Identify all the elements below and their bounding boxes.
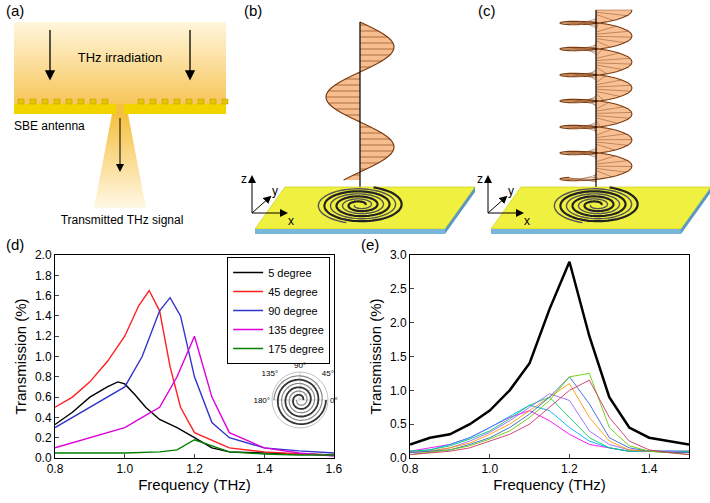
- svg-text:1.5: 1.5: [390, 350, 407, 364]
- svg-text:1.2: 1.2: [186, 462, 203, 476]
- svg-text:x: x: [524, 214, 530, 228]
- svg-text:x: x: [288, 214, 294, 228]
- svg-text:(c): (c): [478, 2, 496, 19]
- svg-text:(b): (b): [244, 2, 262, 19]
- svg-text:0.4: 0.4: [35, 411, 52, 425]
- svg-text:0.0: 0.0: [390, 451, 407, 465]
- svg-text:1.0: 1.0: [35, 350, 52, 364]
- svg-text:1.4: 1.4: [35, 309, 52, 323]
- svg-text:Frequency (THz): Frequency (THz): [493, 476, 606, 493]
- svg-text:1.2: 1.2: [561, 462, 578, 476]
- svg-text:1.8: 1.8: [35, 269, 52, 283]
- svg-text:0.0: 0.0: [35, 451, 52, 465]
- svg-text:1.2: 1.2: [35, 329, 52, 343]
- svg-text:Transmission (%): Transmission (%): [367, 298, 384, 414]
- svg-text:THz irradiation: THz irradiation: [78, 50, 163, 65]
- svg-text:45 degree: 45 degree: [268, 286, 318, 298]
- svg-text:2.5: 2.5: [390, 282, 407, 296]
- svg-text:175 degree: 175 degree: [268, 343, 324, 355]
- svg-text:90 degree: 90 degree: [268, 305, 318, 317]
- svg-text:1.0: 1.0: [390, 384, 407, 398]
- svg-text:(a): (a): [6, 2, 24, 19]
- svg-text:45°: 45°: [322, 369, 334, 378]
- svg-text:135°: 135°: [262, 369, 279, 378]
- svg-text:1.6: 1.6: [326, 462, 343, 476]
- svg-text:135 degree: 135 degree: [268, 324, 324, 336]
- svg-text:Frequency (THz): Frequency (THz): [138, 476, 251, 493]
- svg-text:y: y: [508, 184, 514, 198]
- svg-text:5 degree: 5 degree: [268, 267, 311, 279]
- svg-text:0.2: 0.2: [35, 431, 52, 445]
- svg-text:y: y: [272, 184, 278, 198]
- svg-text:Transmitted THz signal: Transmitted THz signal: [61, 213, 184, 227]
- svg-text:z: z: [477, 172, 483, 186]
- svg-text:Transmission (%): Transmission (%): [12, 298, 29, 414]
- svg-text:(d): (d): [6, 236, 24, 253]
- svg-text:180°: 180°: [253, 396, 270, 405]
- svg-text:SBE antenna: SBE antenna: [14, 119, 85, 133]
- svg-text:0.6: 0.6: [35, 390, 52, 404]
- svg-text:1.0: 1.0: [481, 462, 498, 476]
- svg-text:2.0: 2.0: [35, 248, 52, 262]
- svg-text:0.8: 0.8: [47, 462, 64, 476]
- svg-text:(e): (e): [361, 236, 379, 253]
- svg-text:1.4: 1.4: [256, 462, 273, 476]
- svg-text:2.0: 2.0: [390, 316, 407, 330]
- svg-text:0°: 0°: [330, 396, 338, 405]
- svg-text:0.8: 0.8: [402, 462, 419, 476]
- svg-text:0.5: 0.5: [390, 417, 407, 431]
- svg-text:1.4: 1.4: [641, 462, 658, 476]
- svg-text:1.6: 1.6: [35, 289, 52, 303]
- svg-text:0.8: 0.8: [35, 370, 52, 384]
- svg-text:z: z: [241, 172, 247, 186]
- svg-text:3.0: 3.0: [390, 248, 407, 262]
- svg-text:90°: 90°: [294, 361, 306, 370]
- svg-text:1.0: 1.0: [116, 462, 133, 476]
